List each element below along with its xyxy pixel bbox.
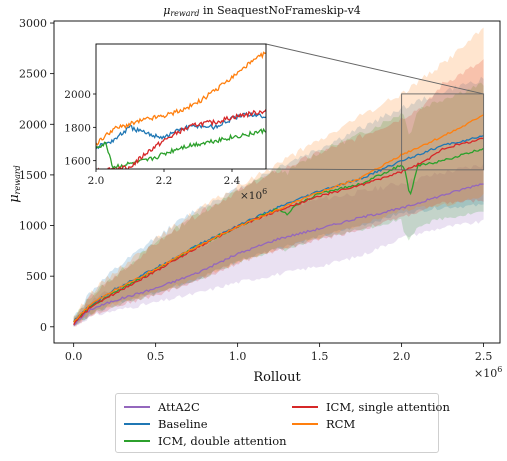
inset-x-multiplier: ×106 <box>240 187 267 202</box>
legend: AttA2C Baseline ICM, double attention IC… <box>115 393 450 453</box>
line-rcm <box>73 114 484 323</box>
plot-area-frame <box>53 20 501 344</box>
legend-swatch-baseline <box>124 423 150 425</box>
legend-item-icm-single: ICM, single attention <box>292 398 450 416</box>
zoom-connector-bottom <box>265 168 402 171</box>
inset-y-tick-label: 2000 <box>64 89 91 101</box>
x-axis: 0.0 0.5 1.0 1.5 2.0 2.5 <box>65 343 492 363</box>
band-rcm <box>73 27 484 326</box>
inset-x-tick-label: 2.0 <box>88 175 105 187</box>
legend-item-atta2c: AttA2C <box>124 398 200 416</box>
y-tick-label: 1500 <box>19 169 47 182</box>
legend-label-rcm: RCM <box>326 417 356 431</box>
legend-swatch-icm-double <box>124 440 150 442</box>
y-tick-label: 1000 <box>19 220 47 233</box>
legend-swatch-rcm <box>292 423 318 425</box>
zoom-connector-top <box>265 43 484 95</box>
zoom-region-box <box>401 93 485 171</box>
line-baseline <box>73 134 484 323</box>
y-axis: 0 500 1000 1500 2000 2500 3000 <box>19 17 54 334</box>
x-axis-label: Rollout <box>253 370 301 385</box>
legend-swatch-icm-single <box>292 406 318 408</box>
legend-label-icm-double: ICM, double attention <box>158 434 287 448</box>
inset-line-icm-single-attention <box>97 109 266 169</box>
chart-canvas: μreward in SeaquestNoFrameskip-v4 0.0 0.5… <box>7 4 502 385</box>
inset-frame <box>95 43 267 170</box>
x-tick-label: 1.5 <box>311 350 329 363</box>
line-icm-single-attention <box>73 137 484 326</box>
inset-y-tick-label: 1600 <box>64 156 91 168</box>
y-tick-label: 2000 <box>19 118 47 131</box>
x-tick-label: 2.0 <box>393 350 411 363</box>
y-tick-label: 500 <box>26 270 47 283</box>
series-lines <box>73 114 484 326</box>
x-tick-label: 0.0 <box>65 350 83 363</box>
inset-background <box>96 44 266 169</box>
x-tick-label: 0.5 <box>147 350 165 363</box>
legend-item-icm-double: ICM, double attention <box>124 432 287 450</box>
inset-series-lines <box>96 51 266 169</box>
inset-line-rcm <box>96 51 266 146</box>
y-tick-label: 3000 <box>19 17 47 30</box>
y-tick-label: 2500 <box>19 68 47 81</box>
chart-title: μreward in SeaquestNoFrameskip-v4 <box>163 4 361 18</box>
band-icm-double-attention <box>73 82 484 327</box>
line-atta2c <box>73 183 484 326</box>
inset-x-tick-label: 2.4 <box>224 175 241 187</box>
inset-zoom-plot: 2.0 2.2 2.4 1600 1800 2000 ×106 <box>64 43 267 202</box>
legend-label-icm-single: ICM, single attention <box>326 400 450 414</box>
x-tick-label: 2.5 <box>475 350 493 363</box>
zoom-indicator <box>265 43 485 171</box>
y-axis-label: μreward <box>7 165 22 203</box>
legend-label-baseline: Baseline <box>158 417 208 431</box>
band-atta2c <box>73 163 484 327</box>
legend-label-atta2c: AttA2C <box>158 400 200 414</box>
legend-item-baseline: Baseline <box>124 415 208 433</box>
x-tick-label: 1.0 <box>229 350 247 363</box>
x-axis-multiplier: ×106 <box>474 365 502 380</box>
legend-item-rcm: RCM <box>292 415 355 433</box>
band-baseline <box>73 76 484 326</box>
inset-x-tick-label: 2.2 <box>156 175 173 187</box>
y-tick-label: 0 <box>40 321 47 334</box>
legend-swatch-atta2c <box>124 406 150 408</box>
inset-y-tick-label: 1800 <box>64 122 91 134</box>
